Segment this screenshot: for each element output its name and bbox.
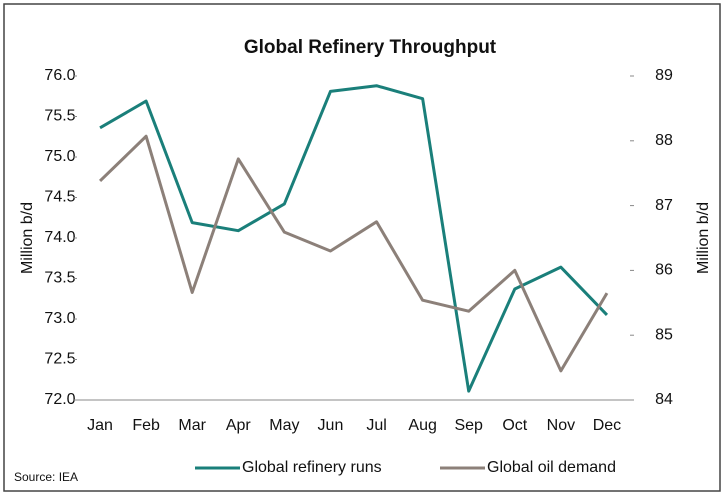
x-tick-label: Dec: [593, 417, 621, 434]
y-tick-label: 75.0: [44, 148, 75, 165]
y-axis-label: Million b/d: [19, 202, 36, 274]
x-tick-label: Jul: [366, 417, 386, 434]
y2-tick-label: 87: [655, 197, 673, 214]
x-tick-label: Apr: [226, 417, 252, 434]
x-tick-label: Jan: [87, 417, 113, 434]
x-tick-label: Aug: [408, 417, 436, 434]
legend-label: Global refinery runs: [242, 459, 382, 476]
source: Source: IEA: [14, 470, 78, 484]
y-tick-label: 76.0: [44, 67, 75, 84]
y2-tick-label: 88: [655, 132, 673, 149]
y-tick-label: 72.5: [44, 351, 75, 368]
y-tick-label: 72.0: [44, 391, 75, 408]
legend-label: Global oil demand: [487, 459, 616, 476]
y2-tick-label: 86: [655, 262, 673, 279]
x-tick-label: Feb: [132, 417, 160, 434]
y2-tick-label: 84: [655, 391, 673, 408]
y2-tick-label: 85: [655, 326, 673, 343]
x-tick-label: Jun: [318, 417, 344, 434]
x-tick-label: Sep: [454, 417, 483, 434]
chart-title: Global Refinery Throughput: [244, 37, 497, 58]
x-tick-label: Oct: [502, 417, 527, 434]
x-tick-label: Mar: [178, 417, 206, 434]
x-tick-label: Nov: [547, 417, 575, 434]
y-tick-label: 73.5: [44, 270, 75, 287]
frame: [3, 3, 721, 492]
y-tick-label: 73.0: [44, 310, 75, 327]
x-tick-label: May: [269, 417, 299, 434]
y-tick-label: 74.0: [44, 229, 75, 246]
y-tick-label: 75.5: [44, 108, 75, 125]
y2-tick-label: 89: [655, 67, 673, 84]
y2-axis-label: Million b/d: [695, 202, 712, 274]
y-tick-label: 74.5: [44, 189, 75, 206]
series-line: [98, 134, 609, 373]
